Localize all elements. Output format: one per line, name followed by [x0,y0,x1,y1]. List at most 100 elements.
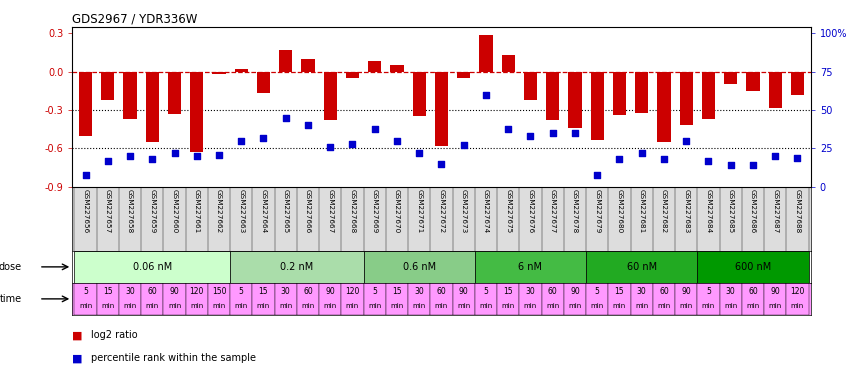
Text: GSM227661: GSM227661 [194,189,200,233]
Bar [564,283,586,315]
Bar [141,283,163,315]
Text: dose: dose [0,262,22,272]
Point [190,153,204,159]
Bar [653,283,675,315]
Point [502,126,515,132]
Bar [430,283,453,315]
Bar [230,251,363,283]
Point [212,152,226,158]
Point [123,153,137,159]
Bar [168,72,181,114]
Bar [101,72,115,100]
Text: 120: 120 [189,287,204,296]
Text: GSM227686: GSM227686 [750,189,756,233]
Bar [475,283,498,315]
Bar [679,72,693,126]
Bar [675,283,697,315]
Text: 15: 15 [503,287,513,296]
Text: GSM227668: GSM227668 [350,189,356,233]
Text: GDS2967 / YDR336W: GDS2967 / YDR336W [72,13,198,26]
Text: GSM227663: GSM227663 [239,189,245,233]
Bar [435,72,448,146]
Text: GSM227682: GSM227682 [661,189,667,233]
Point [657,156,671,162]
Text: 30: 30 [637,287,647,296]
Text: GSM227673: GSM227673 [461,189,467,233]
Point [613,156,627,162]
Bar [542,283,564,315]
Bar [790,72,804,95]
Text: min: min [101,303,115,309]
Bar [341,283,363,315]
Text: 30: 30 [281,287,290,296]
Text: 90: 90 [570,287,580,296]
Bar [746,72,760,91]
Text: 5: 5 [484,287,488,296]
Bar [212,72,226,74]
Bar [274,283,297,315]
Text: GSM227677: GSM227677 [549,189,556,233]
Text: GSM227669: GSM227669 [372,189,378,233]
Text: 120: 120 [790,287,805,296]
Bar [613,72,626,115]
Text: GSM227656: GSM227656 [82,189,88,233]
Text: 15: 15 [392,287,402,296]
Text: min: min [790,303,804,309]
Text: min: min [212,303,226,309]
Bar [186,283,208,315]
Text: GSM227672: GSM227672 [438,189,445,233]
Point [790,155,804,161]
Text: ■: ■ [72,330,82,340]
Bar [720,283,742,315]
Text: GSM227684: GSM227684 [706,189,711,233]
Text: 90: 90 [325,287,335,296]
Bar [657,72,671,142]
Bar [635,72,649,113]
Point [79,172,93,178]
Bar [163,283,186,315]
Point [479,92,492,98]
Bar [363,251,475,283]
Text: 60 nM: 60 nM [627,262,657,272]
Text: 30: 30 [526,287,536,296]
Bar [391,65,403,72]
Text: GSM227683: GSM227683 [683,189,689,233]
Point [346,141,359,147]
Text: GSM227670: GSM227670 [394,189,400,233]
Point [568,130,582,136]
Text: min: min [346,303,359,309]
Bar [457,72,470,78]
Bar [631,283,653,315]
Bar [475,251,586,283]
Bar [408,283,430,315]
Text: GSM227678: GSM227678 [572,189,578,233]
Bar [363,283,385,315]
Text: min: min [323,303,337,309]
Text: 600 nM: 600 nM [735,262,771,272]
Point [701,158,715,164]
Bar [119,283,141,315]
Text: min: min [79,303,93,309]
Text: 90: 90 [682,287,691,296]
Bar [768,72,782,108]
Text: GSM227679: GSM227679 [594,189,600,233]
Bar [97,283,119,315]
Text: min: min [257,303,270,309]
Text: min: min [635,303,649,309]
Text: GSM227688: GSM227688 [795,189,801,233]
Bar [190,72,204,152]
Text: GSM227675: GSM227675 [505,189,511,233]
Point [101,158,115,164]
Point [546,130,559,136]
Bar [524,72,537,100]
Text: 90: 90 [458,287,469,296]
Bar [368,61,381,72]
Text: 60: 60 [548,287,558,296]
Bar [413,72,426,116]
Bar [480,35,492,72]
Bar [301,59,315,72]
Bar [234,69,248,72]
Bar [724,72,738,84]
Text: 15: 15 [615,287,624,296]
Text: 5: 5 [373,287,377,296]
